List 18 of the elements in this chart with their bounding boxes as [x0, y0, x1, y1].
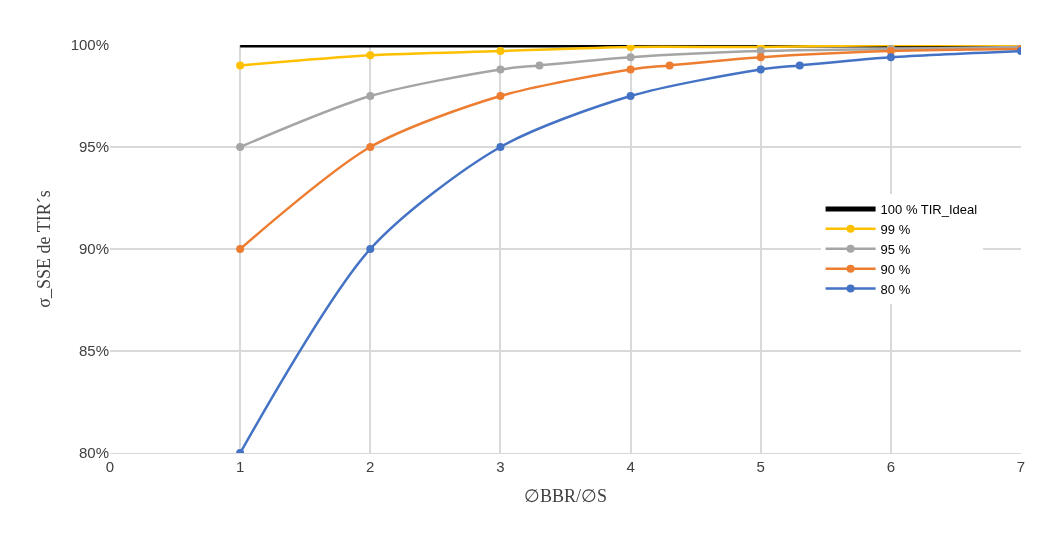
y-tick-label: 95% [78, 138, 109, 156]
legend-label: 95 % [880, 241, 911, 257]
x-tick-label: 5 [756, 458, 765, 475]
legend-label: 100 % TIR_Ideal [880, 202, 978, 218]
x-tick-label: 1 [235, 458, 245, 475]
y-tick-label: 90% [78, 240, 109, 258]
y-tick-label: 85% [78, 342, 109, 360]
x-tick-label: 2 [366, 458, 375, 475]
legend-label: 90 % [880, 261, 911, 277]
legend-label: 99 % [880, 221, 911, 237]
x-tick-label: 3 [496, 458, 505, 475]
x-tick-label: 7 [1016, 458, 1026, 475]
y-tick-label: 100% [70, 36, 109, 54]
x-tick-label: 6 [886, 458, 896, 475]
y-axis-title: σ_SSE de TIR´s [33, 190, 54, 308]
x-tick-label: 4 [626, 458, 635, 475]
legend-label: 80 % [880, 281, 911, 297]
x-axis-title: ∅BBR/∅S [523, 486, 608, 507]
